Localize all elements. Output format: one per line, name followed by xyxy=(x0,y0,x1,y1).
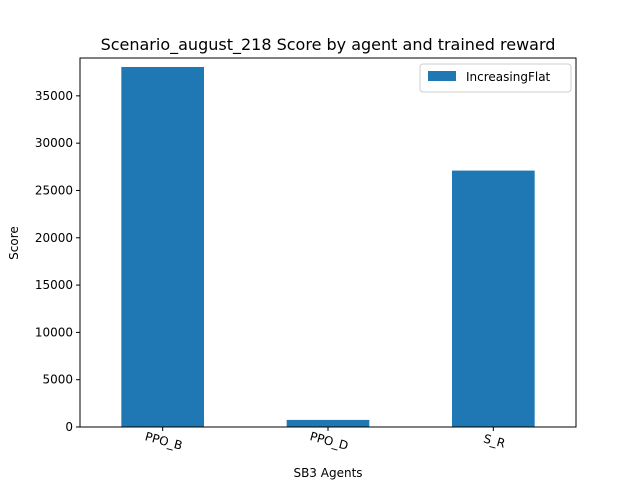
y-tick-label: 20000 xyxy=(35,231,73,245)
x-tick-label: S_R xyxy=(482,432,507,451)
legend-frame xyxy=(419,63,572,93)
y-tick-label: 15000 xyxy=(35,278,73,292)
legend: IncreasingFlat xyxy=(419,63,572,93)
y-tick-label: 35000 xyxy=(35,89,73,103)
legend-entry-label: IncreasingFlat xyxy=(466,70,551,84)
y-axis-label: Score xyxy=(7,226,21,260)
bar-s-r xyxy=(452,170,535,428)
y-tick-label: 5000 xyxy=(42,373,73,387)
axes-frame xyxy=(79,57,577,428)
y-tick-label: 10000 xyxy=(35,325,73,339)
legend-swatch xyxy=(428,71,456,81)
bar-ppo-b xyxy=(121,66,204,427)
bar-ppo-d xyxy=(286,419,370,427)
plot-area: 05000100001500020000250003000035000PPO_B… xyxy=(35,57,577,453)
y-tick-label: 25000 xyxy=(35,183,73,197)
y-tick-label: 30000 xyxy=(35,136,73,150)
x-axis-label: SB3 Agents xyxy=(293,466,362,480)
chart-title: Scenario_august_218 Score by agent and t… xyxy=(101,35,556,55)
y-tick-label: 0 xyxy=(65,420,73,434)
